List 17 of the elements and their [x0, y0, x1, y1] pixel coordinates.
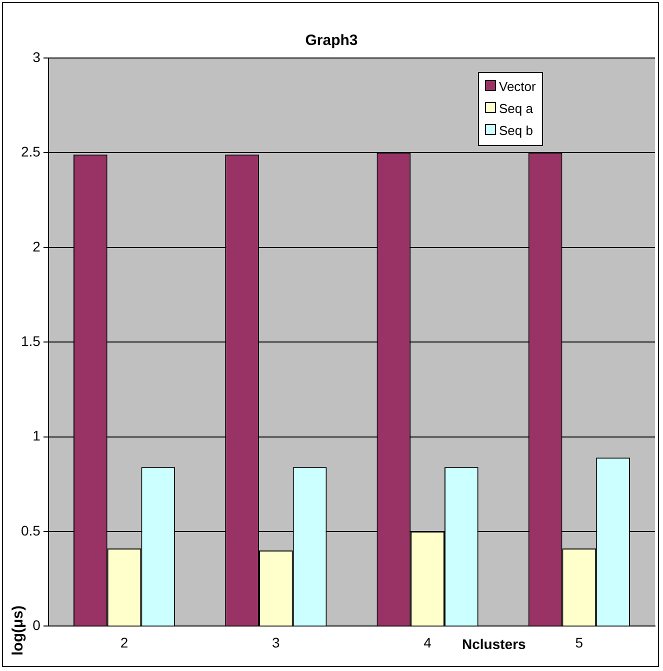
y-tick-label: 1.5 — [20, 332, 41, 349]
x-tick-label: 2 — [120, 634, 128, 650]
legend-label: Seq b — [498, 122, 534, 140]
x-tick-label: 4 — [424, 634, 432, 650]
y-tick-label: 0 — [32, 617, 41, 634]
y-tick-label: 2 — [32, 238, 41, 254]
x-axis-title: Nclusters — [462, 636, 526, 652]
y-axis-title: log(μs) — [10, 604, 26, 658]
x-tick-label: 5 — [575, 634, 584, 650]
y-tick-label: 3 — [32, 48, 41, 65]
y-tick-label: 0.5 — [20, 522, 41, 538]
legend-label: Vector — [498, 78, 536, 96]
x-tick-label: 3 — [272, 634, 280, 650]
y-tick-label: 2.5 — [20, 144, 41, 160]
chart-title: Graph3 — [304, 32, 359, 49]
y-tick-label: 1 — [32, 428, 41, 444]
legend-label: Seq a — [498, 100, 534, 118]
